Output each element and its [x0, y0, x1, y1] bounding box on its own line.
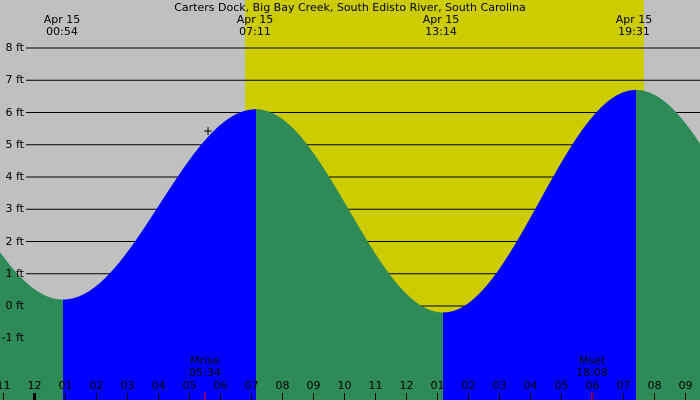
y-tick-label: 8 ft: [5, 41, 25, 54]
x-tick-label: 05: [554, 379, 569, 392]
moonrise-label: Mrise 05:34: [189, 354, 221, 379]
x-tick-label: 08: [647, 379, 662, 392]
x-tick-label: 01: [58, 379, 73, 392]
event-label-2: Apr 15 07:11: [236, 13, 274, 38]
x-tick-label: 11: [0, 379, 11, 392]
moonset-label: Mset 18:08: [576, 354, 608, 379]
y-tick-label: 0 ft: [5, 299, 25, 312]
x-tick-label: 12: [27, 379, 42, 392]
y-tick-label: 4 ft: [5, 170, 25, 183]
event-label-4: Apr 15 19:31: [615, 13, 653, 38]
y-tick-label: 7 ft: [5, 73, 25, 87]
rising-tide-area: [443, 89, 636, 400]
x-tick-label: 06: [213, 379, 228, 392]
falling-tide-area: [0, 252, 63, 400]
x-tick-label: 04: [523, 379, 538, 392]
x-tick-label: 03: [120, 379, 135, 392]
x-tick-label: 09: [678, 379, 693, 392]
x-tick-label: 05: [182, 379, 197, 392]
x-tick-label: 08: [275, 379, 290, 392]
x-tick-label: 07: [244, 379, 259, 392]
x-tick-label: 10: [337, 379, 352, 392]
x-ticks: [3, 392, 686, 400]
falling-tide-area: [256, 109, 443, 400]
x-tick-label: 07: [616, 379, 631, 392]
y-tick-label: 1 ft: [5, 266, 25, 280]
x-tick-label: 02: [89, 379, 104, 392]
x-tick-label: 04: [151, 379, 166, 392]
x-tick-label: 01: [430, 379, 445, 392]
x-tick-label: 02: [461, 379, 476, 392]
chart-title: Carters Dock, Big Bay Creek, South Edist…: [174, 1, 526, 14]
x-tick-label: 06: [585, 379, 600, 392]
y-tick-label: 2 ft: [5, 234, 25, 248]
x-tick-label: 11: [368, 379, 383, 392]
x-tick-label: 03: [492, 379, 507, 392]
y-tick-label: 3 ft: [5, 202, 25, 216]
falling-tide-area: [636, 89, 700, 400]
y-tick-label: 5 ft: [5, 137, 25, 151]
event-label-1: Apr 15 00:54: [43, 13, 81, 38]
tide-area: [0, 89, 700, 400]
rising-tide-area: [63, 109, 256, 400]
y-tick-label: 6 ft: [5, 105, 25, 119]
x-tick-label: 12: [399, 379, 414, 392]
x-tick-label: 09: [306, 379, 321, 392]
event-label-3: Apr 15 13:14: [422, 13, 460, 38]
crosshair-icon: +: [203, 124, 213, 138]
y-tick-label: -1 ft: [1, 331, 24, 345]
